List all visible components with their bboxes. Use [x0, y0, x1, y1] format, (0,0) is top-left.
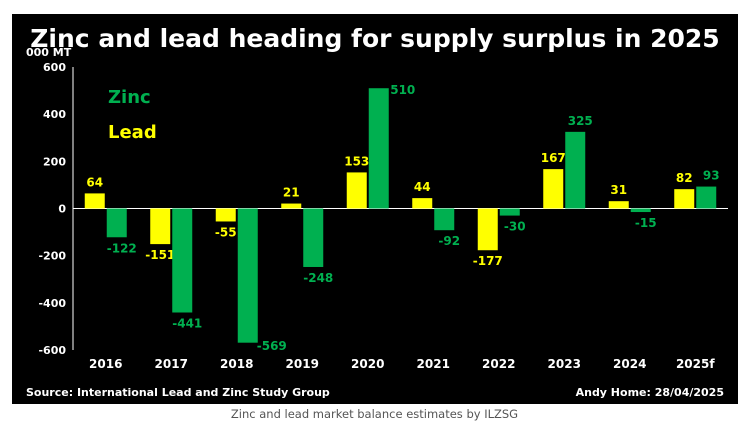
- data-label-lead: 21: [283, 186, 300, 200]
- data-label-zinc: 325: [568, 114, 593, 128]
- data-label-zinc: -248: [303, 271, 333, 285]
- bar-lead-2020: [346, 172, 367, 209]
- y-tick-label: 400: [43, 108, 66, 121]
- x-tick-label: 2019: [286, 357, 319, 371]
- y-tick-label: -400: [38, 297, 66, 310]
- x-tick-label: 2018: [220, 357, 253, 371]
- data-label-lead: 44: [414, 180, 431, 194]
- data-label-lead: -177: [473, 254, 503, 268]
- bar-zinc-2019: [303, 208, 324, 267]
- data-label-zinc: 510: [390, 83, 415, 97]
- x-tick-label: 2023: [548, 357, 581, 371]
- bar-lead-2023: [543, 169, 564, 209]
- data-label-zinc: -122: [107, 241, 137, 255]
- data-label-zinc: 93: [703, 169, 720, 183]
- bar-zinc-2016: [106, 208, 127, 238]
- bar-lead-2021: [412, 198, 433, 209]
- x-tick-label: 2024: [613, 357, 646, 371]
- y-axis-unit-label: 000 MT: [26, 46, 72, 59]
- data-label-zinc: -441: [172, 317, 202, 331]
- bar-chart: Zinc and lead heading for supply surplus…: [26, 24, 728, 399]
- legend-entry-lead: Lead: [108, 122, 157, 143]
- y-tick-label: 600: [43, 61, 66, 74]
- bar-zinc-2023: [565, 131, 586, 209]
- data-label-lead: -55: [215, 225, 237, 239]
- figure-caption: Zinc and lead market balance estimates b…: [230, 407, 519, 421]
- bar-zinc-2018: [237, 208, 258, 343]
- legend-entry-zinc: Zinc: [108, 87, 151, 108]
- y-tick-label: 0: [58, 203, 66, 216]
- bar-zinc-2021: [434, 208, 455, 231]
- x-tick-label: 2016: [89, 357, 122, 371]
- data-label-lead: 64: [86, 175, 103, 189]
- bar-zinc-2025f: [696, 186, 717, 209]
- bar-zinc-2017: [172, 208, 193, 313]
- bar-lead-2018: [215, 208, 236, 222]
- x-tick-label: 2025f: [676, 357, 715, 371]
- x-tick-label: 2017: [155, 357, 188, 371]
- data-label-lead: -151: [145, 248, 175, 262]
- data-label-zinc: -30: [504, 220, 526, 234]
- bar-zinc-2024: [630, 208, 651, 213]
- y-tick-label: -200: [38, 250, 66, 263]
- chart-title: Zinc and lead heading for supply surplus…: [30, 24, 719, 53]
- x-tick-label: 2021: [417, 357, 450, 371]
- chart-panel: Zinc and lead heading for supply surplus…: [12, 14, 738, 404]
- y-tick-label: -600: [38, 344, 66, 357]
- data-label-lead: 82: [676, 171, 693, 185]
- data-label-zinc: -15: [635, 216, 657, 230]
- y-tick-label: 200: [43, 155, 66, 168]
- bar-lead-2025f: [674, 189, 695, 209]
- data-label-zinc: -569: [257, 339, 287, 353]
- bar-zinc-2022: [499, 208, 520, 216]
- x-tick-label: 2022: [482, 357, 515, 371]
- bar-lead-2024: [608, 201, 629, 209]
- x-tick-label: 2020: [351, 357, 384, 371]
- bar-lead-2019: [281, 203, 302, 209]
- data-label-lead: 31: [610, 183, 627, 197]
- bar-lead-2017: [150, 208, 171, 245]
- data-label-zinc: -92: [438, 234, 460, 248]
- author-credit: Andy Home: 28/04/2025: [576, 386, 724, 399]
- bar-lead-2022: [477, 208, 498, 251]
- source-note: Source: International Lead and Zinc Stud…: [26, 386, 330, 399]
- bar-zinc-2020: [368, 88, 389, 209]
- data-label-lead: 167: [541, 151, 566, 165]
- data-label-lead: 153: [344, 154, 369, 168]
- bar-lead-2016: [84, 193, 105, 209]
